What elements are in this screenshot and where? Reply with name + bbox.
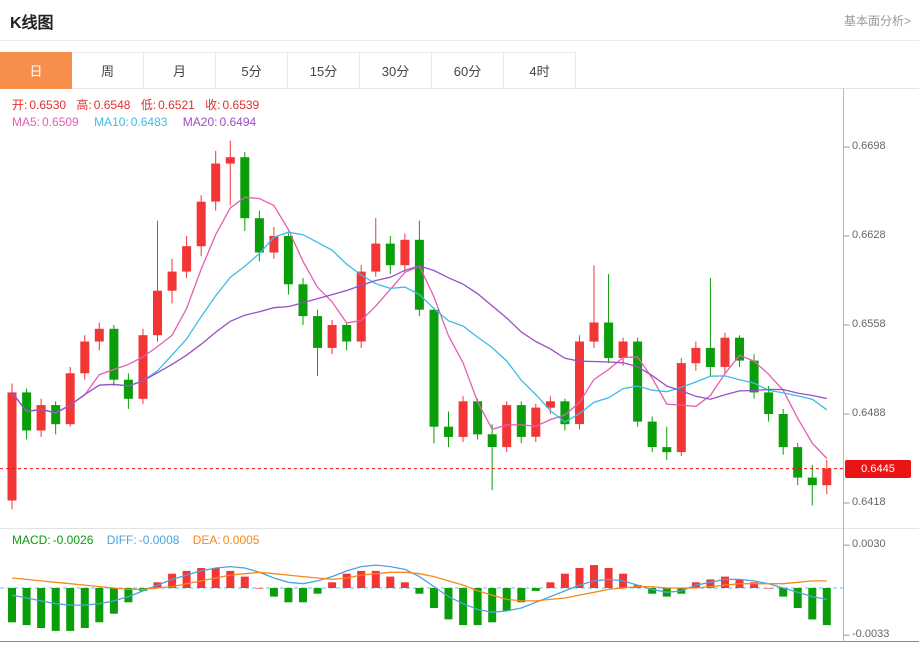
price-axis-label: 0.6698	[852, 140, 886, 152]
header-divider	[0, 40, 919, 41]
diff-label: DIFF:	[106, 533, 137, 547]
ma10-value: 0.6483	[130, 115, 168, 129]
interval-tabbar: 日周月 5分 15分 30分 60分 4时	[0, 52, 576, 89]
current-price-tag: 0.6445	[845, 459, 911, 478]
ma10-label: MA10:	[94, 115, 129, 129]
open-label: 开:	[12, 98, 28, 112]
close-value: 0.6539	[222, 98, 260, 112]
interval-tab[interactable]: 30分	[360, 52, 432, 89]
close-label: 收:	[205, 98, 221, 112]
dea-label: DEA:	[192, 533, 221, 547]
ohlc-info: 开: 0.6530 高: 0.6548 低: 0.6521 收: 0.6539	[12, 96, 266, 113]
interval-tab[interactable]: 15分	[288, 52, 360, 89]
ma20-label: MA20:	[182, 115, 218, 129]
price-axis-label: 0.6418	[852, 495, 886, 508]
interval-tab[interactable]: 5分	[216, 52, 288, 89]
interval-tab[interactable]: 周	[72, 52, 144, 89]
macd-label: MACD:	[12, 533, 51, 547]
open-value: 0.6530	[29, 98, 67, 112]
price-axis-label: 0.6628	[852, 228, 886, 241]
macd-axis-label: -0.0033	[852, 628, 890, 641]
fundamental-analysis-link[interactable]: 基本面分析>	[843, 14, 911, 28]
high-value: 0.6548	[93, 98, 131, 112]
ma-info: MA5: 0.6509 MA10: 0.6483 MA20: 0.6494	[12, 115, 268, 129]
low-label: 低:	[140, 98, 157, 112]
interval-tab[interactable]: 4时	[504, 52, 576, 89]
diff-value: -0.0008	[138, 533, 180, 547]
interval-tab[interactable]: 日	[0, 52, 72, 89]
low-value: 0.6521	[158, 98, 195, 112]
interval-tab[interactable]: 60分	[432, 52, 504, 89]
page-title: K线图	[10, 15, 54, 32]
macd-info: MACD: -0.0026 DIFF: -0.0008 DEA: 0.0005	[12, 533, 269, 547]
high-label: 高:	[76, 98, 92, 112]
interval-tab[interactable]: 月	[144, 52, 216, 89]
ma20-value: 0.6494	[219, 115, 257, 129]
macd-axis-label: 0.0030	[852, 538, 886, 551]
price-axis-label: 0.6558	[852, 317, 886, 330]
price-axis-label: 0.6488	[852, 406, 886, 419]
ma5-label: MA5:	[12, 115, 41, 129]
ma5-value: 0.6509	[42, 115, 79, 129]
macd-value: -0.0026	[52, 533, 94, 547]
dea-value: 0.0005	[222, 533, 260, 547]
